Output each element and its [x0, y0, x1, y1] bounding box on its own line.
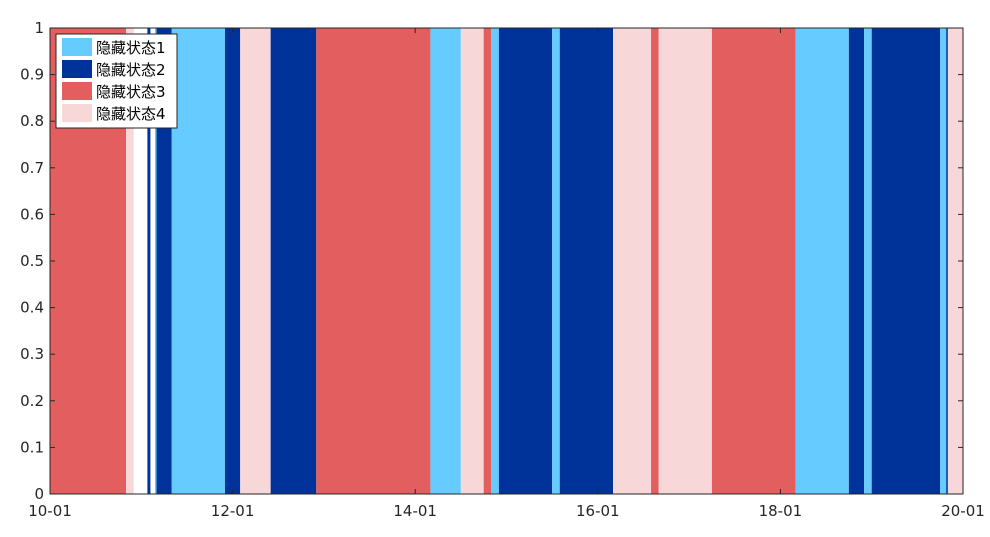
- state-segments: [50, 28, 963, 494]
- legend-swatch: [62, 82, 92, 100]
- state-segment: [552, 28, 560, 494]
- state-segment: [483, 28, 492, 494]
- state-segment: [848, 28, 865, 494]
- y-tick-label: 1: [34, 19, 44, 37]
- y-tick-label: 0.1: [20, 438, 44, 456]
- state-segment: [147, 28, 151, 494]
- legend-swatch: [62, 104, 92, 122]
- legend-label: 隐藏状态2: [96, 61, 166, 79]
- state-segment: [491, 28, 499, 494]
- state-segment: [947, 28, 963, 494]
- state-segment: [316, 28, 431, 494]
- y-tick-label: 0.4: [20, 299, 44, 317]
- state-segment: [498, 28, 553, 494]
- state-segment: [940, 28, 948, 494]
- x-tick-label: 14-01: [393, 502, 437, 520]
- state-segment: [559, 28, 614, 494]
- legend-swatch: [62, 38, 92, 56]
- x-tick-label: 20-01: [941, 502, 985, 520]
- y-tick-label: 0.8: [20, 112, 44, 130]
- state-segment: [224, 28, 241, 494]
- state-segment: [651, 28, 659, 494]
- x-tick-label: 10-01: [28, 502, 72, 520]
- state-segment: [126, 28, 134, 494]
- state-segment: [171, 28, 225, 494]
- state-segment: [240, 28, 271, 494]
- state-segment: [613, 28, 652, 494]
- x-axis: 10-01 12-01 14-01 16-01 18-01 20-01: [28, 28, 985, 520]
- y-tick-label: 0.3: [20, 345, 44, 363]
- state-segment: [658, 28, 712, 494]
- y-tick-label: 0.5: [20, 252, 44, 270]
- x-tick-label: 18-01: [759, 502, 803, 520]
- x-tick-label: 16-01: [576, 502, 620, 520]
- state-segment: [430, 28, 461, 494]
- y-tick-label: 0.2: [20, 392, 44, 410]
- legend-label: 隐藏状态3: [96, 83, 166, 101]
- legend: 隐藏状态1 隐藏状态2 隐藏状态3 隐藏状态4: [55, 33, 178, 129]
- x-tick-label: 12-01: [211, 502, 255, 520]
- legend-swatch: [62, 60, 92, 78]
- legend-label: 隐藏状态4: [96, 105, 166, 123]
- y-tick-label: 0.6: [20, 205, 44, 223]
- y-tick-label: 0.9: [20, 66, 44, 84]
- state-segment: [156, 28, 172, 494]
- state-segment: [871, 28, 941, 494]
- legend-label: 隐藏状态1: [96, 39, 166, 57]
- state-segment: [864, 28, 872, 494]
- y-tick-label: 0: [34, 485, 44, 503]
- y-axis: 0 0.1 0.2 0.3 0.4 0.5 0.6 0.7 0.8 0.9 1: [20, 19, 963, 503]
- state-segment: [795, 28, 849, 494]
- state-segment: [460, 28, 484, 494]
- y-tick-label: 0.7: [20, 159, 44, 177]
- state-segment: [711, 28, 796, 494]
- state-segment: [270, 28, 317, 494]
